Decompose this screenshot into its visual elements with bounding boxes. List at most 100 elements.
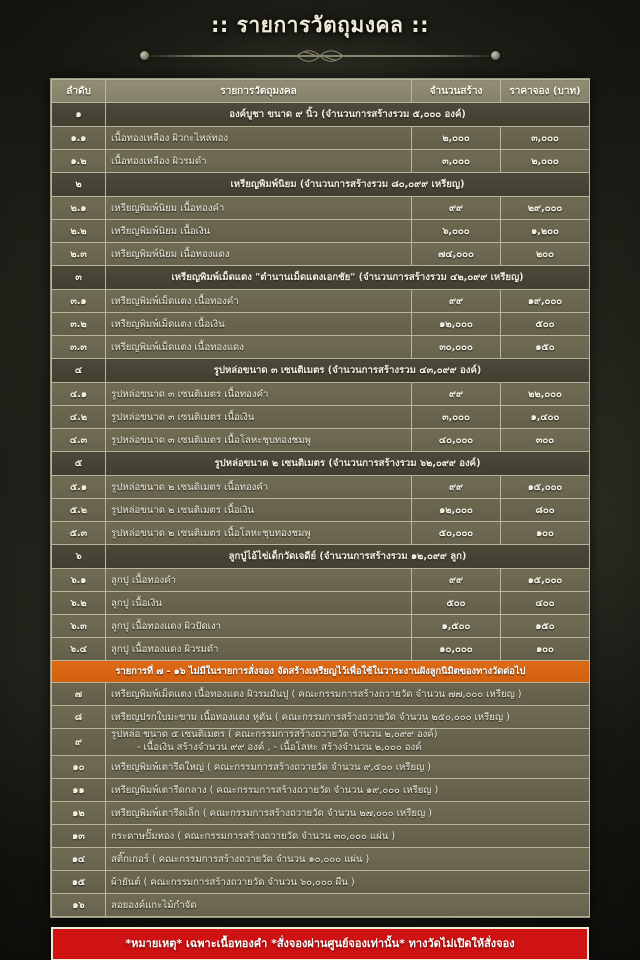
row-number: ๖.๓ bbox=[51, 614, 106, 639]
table-row: ๔.๒ รูปหล่อขนาด ๓ เซนติเมตร เนื้อเงิน ๓,๐๐… bbox=[51, 405, 590, 430]
table-row-plain: ๑๑ เหรียญพิมพ์เตารีดกลาง ( คณะกรรมการสร้า… bbox=[51, 778, 590, 803]
row-number: ๑๐ bbox=[51, 755, 106, 780]
row-number: ๕.๓ bbox=[51, 521, 106, 546]
table-row: ๓.๑ เหรียญพิมพ์เม็ดแตง เนื้อทองคำ ๙๙ ๑๙,๐๐๐ bbox=[51, 289, 590, 314]
table-row: ๔.๑ รูปหล่อขนาด ๓ เซนติเมตร เนื้อทองคำ ๙๙๒… bbox=[51, 382, 590, 407]
row-number: ๑.๑ bbox=[51, 126, 106, 151]
row-item-label: เนื้อทองเหลือง ผิวกะไหล่ทอง bbox=[105, 126, 412, 151]
table-row: ๓.๒ เหรียญพิมพ์เม็ดแตง เนื้อเงิน ๑๒,๐๐๐ ๕๐๐ bbox=[51, 312, 590, 337]
row-number: ๖ bbox=[51, 544, 106, 570]
table-row-plain: ๑๒ เหรียญพิมพ์เตารีดเล็ก ( คณะกรรมการสร้า… bbox=[51, 801, 590, 826]
table-row: ๔.๓ รูปหล่อขนาด ๓ เซนติเมตร เนื้อโลหะชุบท… bbox=[51, 428, 590, 453]
row-number: ๓.๑ bbox=[51, 289, 106, 314]
table-row-group: ๑องค์บูชา ขนาด ๙ นิ้ว (จำนวนการสร้างรวม … bbox=[51, 102, 590, 128]
table-row-plain: ๑๔ สติ๊กเกอร์ ( คณะกรรมการสร้างถวายวัด จำ… bbox=[51, 847, 590, 872]
table-row: ๒.๒ เหรียญพิมพ์นิยม เนื้อเงิน ๖,๐๐๐ ๑,๒๐๐ bbox=[51, 219, 590, 244]
column-header-qty: จำนวนสร้าง bbox=[411, 79, 501, 104]
column-header-price: ราคาจอง (บาท) bbox=[500, 79, 590, 104]
row-number: ๑๓ bbox=[51, 824, 106, 849]
row-number: ๑๖ bbox=[51, 893, 106, 918]
row-quantity: ๙๙ bbox=[411, 475, 501, 500]
row-price: ๓,๐๐๐ bbox=[500, 126, 590, 151]
row-item-label: เหรียญพิมพ์เตารีดใหญ่ ( คณะกรรมการสร้างถ… bbox=[105, 755, 590, 780]
row-item-label: เหรียญพิมพ์เตารีดเล็ก ( คณะกรรมการสร้างถ… bbox=[105, 801, 590, 826]
row-quantity: ๖,๐๐๐ bbox=[411, 219, 501, 244]
row-item-label: กระดาษปั๊มทอง ( คณะกรรมการสร้างถวายวัด จ… bbox=[105, 824, 590, 849]
row-item-label: องค์บูชา ขนาด ๙ นิ้ว (จำนวนการสร้างรวม ๕… bbox=[105, 102, 590, 128]
table-row-plain: ๙ รูปหล่อ ขนาด ๕ เซนติเมตร ( คณะกรรมการสร… bbox=[51, 728, 590, 757]
row-quantity: ๗๔,๐๐๐ bbox=[411, 242, 501, 267]
table-row: ๒.๓ เหรียญพิมพ์นิยม เนื้อทองแดง ๗๔,๐๐๐ ๒๐๐ bbox=[51, 242, 590, 267]
row-price: ๑๐๐ bbox=[500, 521, 590, 546]
row-item-label: ลูกปู่ไอ้ไข่เด็กวัดเจดีย์ (จำนวนการสร้าง… bbox=[105, 544, 590, 570]
table-row: ๓.๓ เหรียญพิมพ์เม็ดแตง เนื้อทองแดง ๓๐,๐๐๐๑… bbox=[51, 335, 590, 360]
row-quantity: ๔๐,๐๐๐ bbox=[411, 428, 501, 453]
row-quantity: ๙๙ bbox=[411, 289, 501, 314]
table-row-group: ๕รูปหล่อขนาด ๒ เซนติเมตร (จำนวนการสร้างร… bbox=[51, 451, 590, 477]
table-row: ๖.๒ ลูกปู เนื้อเงิน ๕๐๐ ๔๐๐ bbox=[51, 591, 590, 616]
row-price: ๑๕,๐๐๐ bbox=[500, 475, 590, 500]
table-header-row: ลำดับ รายการวัตถุมงคล จำนวนสร้าง ราคาจอง… bbox=[51, 79, 590, 104]
table-row-plain: ๑๐ เหรียญพิมพ์เตารีดใหญ่ ( คณะกรรมการสร้า… bbox=[51, 755, 590, 780]
table-row: ๖.๓ ลูกปู เนื้อทองแดง ผิวปัดเงา ๑,๕๐๐ ๑๕๐ bbox=[51, 614, 590, 639]
table-row-note-banner: รายการที่ ๗ - ๑๖ ไม่มีในรายการสั่งจอง จั… bbox=[51, 660, 590, 684]
row-item-label: รูปหล่อขนาด ๓ เซนติเมตร เนื้อเงิน bbox=[105, 405, 412, 430]
table-row: ๖.๔ ลูกปู เนื้อทองแดง ผิวรมดำ ๑๐,๐๐๐ ๑๐๐ bbox=[51, 637, 590, 662]
row-number: ๔.๓ bbox=[51, 428, 106, 453]
footer-note: *หมายเหตุ* เฉพาะเนื้อทองคำ *สั่งจองผ่านศ… bbox=[51, 927, 589, 960]
row-item-label: เหรียญพิมพ์นิยม เนื้อทองคำ bbox=[105, 196, 412, 221]
table-row-group: ๖ลูกปู่ไอ้ไข่เด็กวัดเจดีย์ (จำนวนการสร้า… bbox=[51, 544, 590, 570]
row-quantity: ๓,๐๐๐ bbox=[411, 405, 501, 430]
row-price: ๑๕๐ bbox=[500, 335, 590, 360]
row-item-label: ผ้ายันต์ ( คณะกรรมการสร้างถวายวัด จำนวน … bbox=[105, 870, 590, 895]
table-row-group: ๔รูปหล่อขนาด ๓ เซนติเมตร (จำนวนการสร้างร… bbox=[51, 358, 590, 384]
row-quantity: ๑๒,๐๐๐ bbox=[411, 312, 501, 337]
row-number: ๖.๒ bbox=[51, 591, 106, 616]
row-number: ๔ bbox=[51, 358, 106, 384]
row-number: ๓.๓ bbox=[51, 335, 106, 360]
divider-dot-right bbox=[491, 51, 500, 61]
column-header-item: รายการวัตถุมงคล bbox=[105, 79, 412, 104]
table-row: ๕.๑ รูปหล่อขนาด ๒ เซนติเมตร เนื้อทองคำ ๙๙๑… bbox=[51, 475, 590, 500]
table-row-plain: ๑๓ กระดาษปั๊มทอง ( คณะกรรมการสร้างถวายวัด… bbox=[51, 824, 590, 849]
row-price: ๑๙,๐๐๐ bbox=[500, 289, 590, 314]
amulet-table: ลำดับ รายการวัตถุมงคล จำนวนสร้าง ราคาจอง… bbox=[51, 79, 590, 918]
table-row-plain: ๗เหรียญพิมพ์เม็ดแตง เนื้อทองแดง ผิวรมมัน… bbox=[51, 682, 590, 707]
row-price: ๑๕,๐๐๐ bbox=[500, 568, 590, 593]
row-item-label: รูปหล่อขนาด ๓ เซนติเมตร เนื้อทองคำ bbox=[105, 382, 412, 407]
row-price: ๒๐๐ bbox=[500, 242, 590, 267]
row-number: ๒ bbox=[51, 172, 106, 198]
row-quantity: ๑๐,๐๐๐ bbox=[411, 637, 501, 662]
row-item-label: เหรียญปรกใบมะขาม เนื้อทองแดง หูตัน ( คณะ… bbox=[105, 705, 590, 730]
row-number: ๘ bbox=[51, 705, 106, 730]
row-price: ๒๒,๐๐๐ bbox=[500, 382, 590, 407]
row-item-label: สติ๊กเกอร์ ( คณะกรรมการสร้างถวายวัด จำนว… bbox=[105, 847, 590, 872]
row-price: ๑๕๐ bbox=[500, 614, 590, 639]
row-item-label: เหรียญพิมพ์เตารีดกลาง ( คณะกรรมการสร้างถ… bbox=[105, 778, 590, 803]
row-number: ๑๔ bbox=[51, 847, 106, 872]
row-item-label: ลูกปู เนื้อเงิน bbox=[105, 591, 412, 616]
row-number: ๙ bbox=[51, 728, 106, 757]
table-row-group: ๒เหรียญพิมพ์นิยม (จำนวนการสร้างรวม ๘๐,๐๙… bbox=[51, 172, 590, 198]
table-row: ๕.๓ รูปหล่อขนาด ๒ เซนติเมตร เนื้อโลหะชุบท… bbox=[51, 521, 590, 546]
table-header: ลำดับ รายการวัตถุมงคล จำนวนสร้าง ราคาจอง… bbox=[51, 79, 590, 104]
amulet-table-frame: ลำดับ รายการวัตถุมงคล จำนวนสร้าง ราคาจอง… bbox=[50, 78, 590, 919]
row-quantity: ๙๙ bbox=[411, 568, 501, 593]
row-item-label: เหรียญพิมพ์เม็ดแตง เนื้อทองคำ bbox=[105, 289, 412, 314]
row-price: ๒๙,๐๐๐ bbox=[500, 196, 590, 221]
row-number: ๕.๒ bbox=[51, 498, 106, 523]
row-price: ๑,๔๐๐ bbox=[500, 405, 590, 430]
row-price: ๒,๐๐๐ bbox=[500, 149, 590, 174]
row-number: ๑๕ bbox=[51, 870, 106, 895]
table-row-group: ๓เหรียญพิมพ์เม็ดแตง "ตำนานเม็ดแตงเอกชัย"… bbox=[51, 265, 590, 291]
row-quantity: ๑,๕๐๐ bbox=[411, 614, 501, 639]
row-item-label: เหรียญพิมพ์นิยม (จำนวนการสร้างรวม ๘๐,๐๙๙… bbox=[105, 172, 590, 198]
row-item-label: รูปหล่อขนาด ๒ เซนติเมตร (จำนวนการสร้างรว… bbox=[105, 451, 590, 477]
table-row: ๕.๒ รูปหล่อขนาด ๒ เซนติเมตร เนื้อเงิน ๑๒,๐… bbox=[51, 498, 590, 523]
row-item-label: เนื้อทองเหลือง ผิวรมดำ bbox=[105, 149, 412, 174]
title-divider bbox=[140, 45, 500, 67]
table-row: ๒.๑ เหรียญพิมพ์นิยม เนื้อทองคำ ๙๙ ๒๙,๐๐๐ bbox=[51, 196, 590, 221]
row-item-line-1: รูปหล่อ ขนาด ๕ เซนติเมตร ( คณะกรรมการสร้… bbox=[111, 729, 438, 741]
row-item-label: เหรียญพิมพ์นิยม เนื้อทองแดง bbox=[105, 242, 412, 267]
row-item-label: ลูกปู เนื้อทองแดง ผิวปัดเงา bbox=[105, 614, 412, 639]
